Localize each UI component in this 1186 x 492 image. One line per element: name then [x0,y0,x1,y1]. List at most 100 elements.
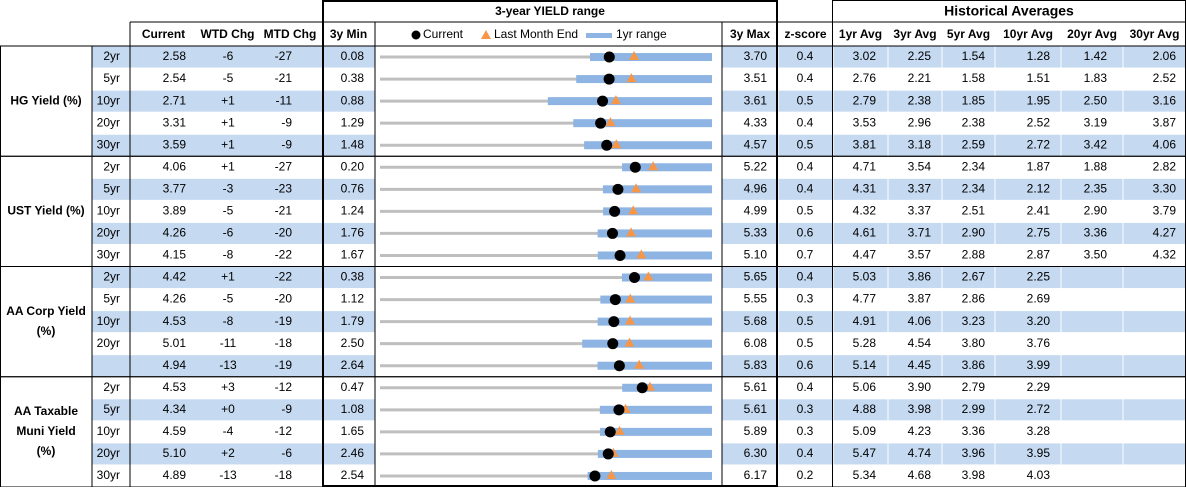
last-month-marker [614,425,625,435]
column-header: 3y Max [730,27,770,41]
cell-value: 0.5 [797,336,814,350]
row-shade [92,134,322,156]
range-1yr [600,427,712,436]
range-1yr [597,229,712,238]
cell-value: 0.4 [797,159,814,173]
legend-triangle [481,30,491,39]
cell-value: -8 [223,248,234,262]
row-shade [322,90,375,112]
tenor-label: 10yr [97,204,120,218]
current-marker [603,73,615,85]
cell-value: 3.36 [962,424,986,438]
row-shade [778,134,833,156]
cell-value: 0.4 [797,270,814,284]
row-shade [833,311,888,333]
cell-value: 4.06 [1153,137,1177,151]
cell-value: 2.87 [1027,248,1051,262]
tenor-label: 2yr [103,380,120,394]
cell-value: 0.7 [797,248,814,262]
row-shade [1123,311,1186,333]
cell-value: -19 [275,314,293,328]
current-marker [606,227,618,239]
cell-value: 3.76 [1027,336,1051,350]
cell-value: -18 [275,336,293,350]
cell-value: 1.95 [1027,93,1051,107]
row-shade [722,178,778,200]
range-title: 3-year YIELD range [495,4,605,18]
cell-value: 6.30 [744,446,768,460]
column-header: 10yr Avg [1003,27,1053,41]
cell-value: 4.88 [853,402,877,416]
cell-value: 4.03 [1027,468,1051,482]
cell-value: -22 [275,270,293,284]
row-shade [942,443,995,465]
cell-value: -9 [281,137,292,151]
cell-value: -5 [223,292,234,306]
cell-value: 3.61 [744,93,768,107]
cell-value: 2.72 [1027,402,1051,416]
row-shade [722,399,778,421]
row-shade [1061,222,1123,244]
current-marker [607,338,619,350]
row-shade [1123,399,1186,421]
tenor-label: 5yr [103,71,120,85]
row-shade [995,90,1061,112]
row-shade [722,355,778,377]
row-shade [722,222,778,244]
cell-value: 3.51 [744,71,768,85]
cell-value: 3.98 [908,402,932,416]
cell-value: 1.87 [1027,159,1051,173]
range-1yr [597,317,712,326]
row-shade [1061,399,1123,421]
cell-value: -3 [223,181,234,195]
cell-value: 5.14 [853,358,877,372]
cell-value: -20 [275,226,293,240]
cell-value: 4.32 [853,204,877,218]
cell-value: -8 [223,314,234,328]
row-shade [995,134,1061,156]
cell-value: 2.90 [1084,204,1108,218]
cell-value: +1 [221,270,235,284]
row-shade [833,90,888,112]
cell-value: 4.34 [163,402,187,416]
hist-title: Historical Averages [944,3,1074,19]
cell-value: 4.23 [908,424,932,438]
legend-bar [586,33,612,38]
current-marker [629,272,641,284]
row-shade [1123,178,1186,200]
cell-value: 3.81 [853,137,877,151]
row-shade [942,267,995,289]
cell-value: -6 [223,49,234,63]
row-shade [942,399,995,421]
row-shade [888,90,942,112]
range-1yr [573,119,712,128]
tenor-label: 30yr [97,248,120,262]
cell-value: 4.57 [744,137,768,151]
cell-value: -9 [281,115,292,129]
range-1yr [600,295,712,304]
last-month-marker [624,337,635,347]
cell-value: 3.59 [163,137,187,151]
row-shade [995,399,1061,421]
cell-value: 2.86 [962,292,986,306]
last-month-marker [643,271,654,281]
cell-value: 1.29 [341,115,365,129]
cell-value: 2.54 [163,71,187,85]
row-shade [778,46,833,68]
current-marker [589,470,601,482]
current-marker [629,161,641,173]
cell-value: 0.88 [341,93,365,107]
group-label: Muni Yield [16,424,75,438]
tenor-label: 20yr [97,336,120,350]
cell-value: -23 [275,181,293,195]
row-shade [1061,311,1123,333]
cell-value: 1.76 [341,226,365,240]
cell-value: 2.29 [1027,380,1051,394]
cell-value: 0.38 [341,71,365,85]
legend-dot [411,30,421,40]
row-shade [888,355,942,377]
cell-value: 0.3 [797,402,814,416]
tenor-label: 2yr [103,159,120,173]
last-month-marker [634,359,645,369]
cell-value: 4.32 [1153,248,1177,262]
